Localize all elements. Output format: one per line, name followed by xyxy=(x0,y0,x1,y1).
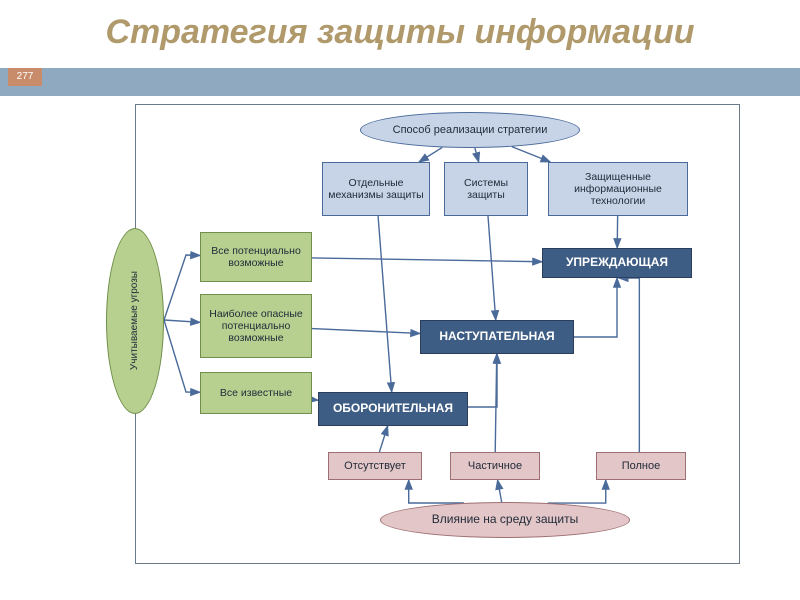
node-threats_ellipse: Учитываемые угрозы xyxy=(106,228,164,414)
node-top_ellipse: Способ реализации стратегии xyxy=(360,112,580,148)
node-label-full: Полное xyxy=(622,460,661,473)
node-label-threats_ellipse: Учитываемые угрозы xyxy=(129,271,141,370)
node-offensive: НАСТУПАТЕЛЬНАЯ xyxy=(420,320,574,354)
node-all_possible: Все потенциально возможные xyxy=(200,232,312,282)
header-band xyxy=(0,68,800,96)
node-systems: Системы защиты xyxy=(444,162,528,216)
node-bottom_ellipse: Влияние на среду защиты xyxy=(380,502,630,538)
node-partial: Частичное xyxy=(450,452,540,480)
node-defensive: ОБОРОНИТЕЛЬНАЯ xyxy=(318,392,468,426)
node-prot_tech: Защищенные информационные технологии xyxy=(548,162,688,216)
node-label-most_dangerous: Наиболее опасные потенциально возможные xyxy=(205,308,307,344)
node-all_known: Все известные xyxy=(200,372,312,414)
node-mechanisms: Отдельные механизмы защиты xyxy=(322,162,430,216)
node-label-prot_tech: Защищенные информационные технологии xyxy=(553,171,683,207)
slide-title: Стратегия защиты информации xyxy=(0,0,800,66)
node-label-defensive: ОБОРОНИТЕЛЬНАЯ xyxy=(333,402,453,416)
node-most_dangerous: Наиболее опасные потенциально возможные xyxy=(200,294,312,358)
node-label-absent: Отсутствует xyxy=(344,460,406,473)
node-proactive: УПРЕЖДАЮЩАЯ xyxy=(542,248,692,278)
page-badge: 277 xyxy=(8,68,42,86)
node-absent: Отсутствует xyxy=(328,452,422,480)
node-label-offensive: НАСТУПАТЕЛЬНАЯ xyxy=(439,330,554,344)
node-label-all_known: Все известные xyxy=(220,387,292,399)
node-label-all_possible: Все потенциально возможные xyxy=(205,245,307,269)
node-label-mechanisms: Отдельные механизмы защиты xyxy=(327,177,425,201)
node-label-top_ellipse: Способ реализации стратегии xyxy=(393,124,548,137)
node-label-systems: Системы защиты xyxy=(449,177,523,201)
node-label-partial: Частичное xyxy=(468,460,522,473)
node-label-proactive: УПРЕЖДАЮЩАЯ xyxy=(566,256,668,270)
node-label-bottom_ellipse: Влияние на среду защиты xyxy=(432,513,578,527)
node-full: Полное xyxy=(596,452,686,480)
